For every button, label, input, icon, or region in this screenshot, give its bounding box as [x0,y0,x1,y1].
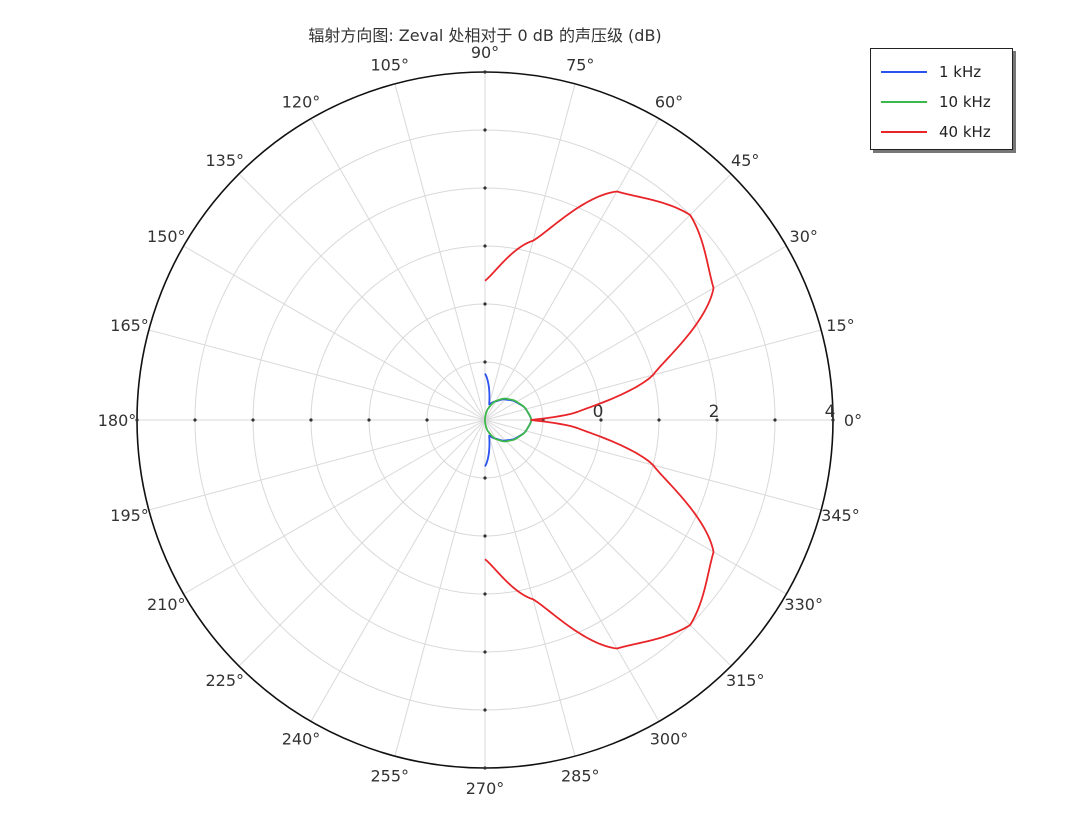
angle-label-0: 0° [844,411,862,430]
axis-tick-dot [193,418,197,422]
axis-tick-dot [657,418,661,422]
axis-tick-dot [831,418,835,422]
angle-label-285: 285° [561,766,600,785]
axis-tick-dot [425,418,429,422]
angle-label-135: 135° [206,151,245,170]
series-line-40-khz [484,190,715,650]
angle-label-345: 345° [821,506,860,525]
radial-tick-labels: 0 2 4 [593,402,836,422]
legend-item-40khz: 40 kHz [871,117,1012,147]
axis-tick-dot [715,418,719,422]
polar-grid [135,70,835,770]
series-lines [484,190,715,650]
chart-title: 辐射方向图: Zeval 处相对于 0 dB 的声压级 (dB) [308,26,661,45]
angle-label-30: 30° [790,227,818,246]
angle-label-300: 300° [650,730,689,749]
angle-label-120: 120° [282,92,321,111]
legend-label-40khz: 40 kHz [939,123,991,141]
angle-label-270: 270° [466,779,505,798]
radial-label-0: 0 [593,402,604,422]
angle-label-255: 255° [370,766,409,785]
axis-tick-dot [599,418,603,422]
angle-label-90: 90° [471,43,499,62]
angle-label-165: 165° [110,316,149,335]
angle-label-330: 330° [784,595,823,614]
axis-tick-dot [483,592,487,596]
angle-label-60: 60° [655,92,683,111]
legend-item-10khz: 10 kHz [871,87,1012,117]
axis-tick-dot [483,708,487,712]
legend-swatch-10khz [881,101,927,103]
axis-tick-dot [483,70,487,74]
legend-swatch-1khz [881,71,927,73]
angle-label-105: 105° [370,56,409,75]
angle-label-75: 75° [566,56,594,75]
radial-label-4: 4 [825,402,836,422]
angle-label-225: 225° [206,671,245,690]
angle-label-150: 150° [147,227,186,246]
axis-tick-dot [483,186,487,190]
legend-item-1khz: 1 kHz [871,57,1012,87]
legend-label-10khz: 10 kHz [939,93,991,111]
axis-tick-dot [483,302,487,306]
axis-tick-dot [135,418,139,422]
legend-swatch-40khz [881,131,927,133]
axis-tick-dot [367,418,371,422]
axis-tick-dot [309,418,313,422]
angle-label-240: 240° [282,730,321,749]
axis-tick-dot [483,534,487,538]
legend: 1 kHz 10 kHz 40 kHz [870,48,1013,150]
axis-tick-dot [483,650,487,654]
axis-tick-dot [483,128,487,132]
angle-label-45: 45° [731,151,759,170]
axis-tick-dot [483,766,487,770]
angle-tick-labels: 0° 15° 30° 45° 60° 75° 90° 105° 120° 135° 150° 165°… [98,43,862,798]
axis-tick-dot [251,418,255,422]
angle-label-315: 315° [726,671,765,690]
angle-label-195: 195° [110,506,149,525]
axis-tick-dot [483,360,487,364]
axis-tick-dot [483,244,487,248]
legend-label-1khz: 1 kHz [939,63,982,81]
axis-tick-dot [483,476,487,480]
angle-label-15: 15° [826,316,854,335]
axis-tick-dot [773,418,777,422]
angle-label-180: 180° [98,411,137,430]
angle-label-210: 210° [147,595,186,614]
radial-label-2: 2 [709,402,720,422]
